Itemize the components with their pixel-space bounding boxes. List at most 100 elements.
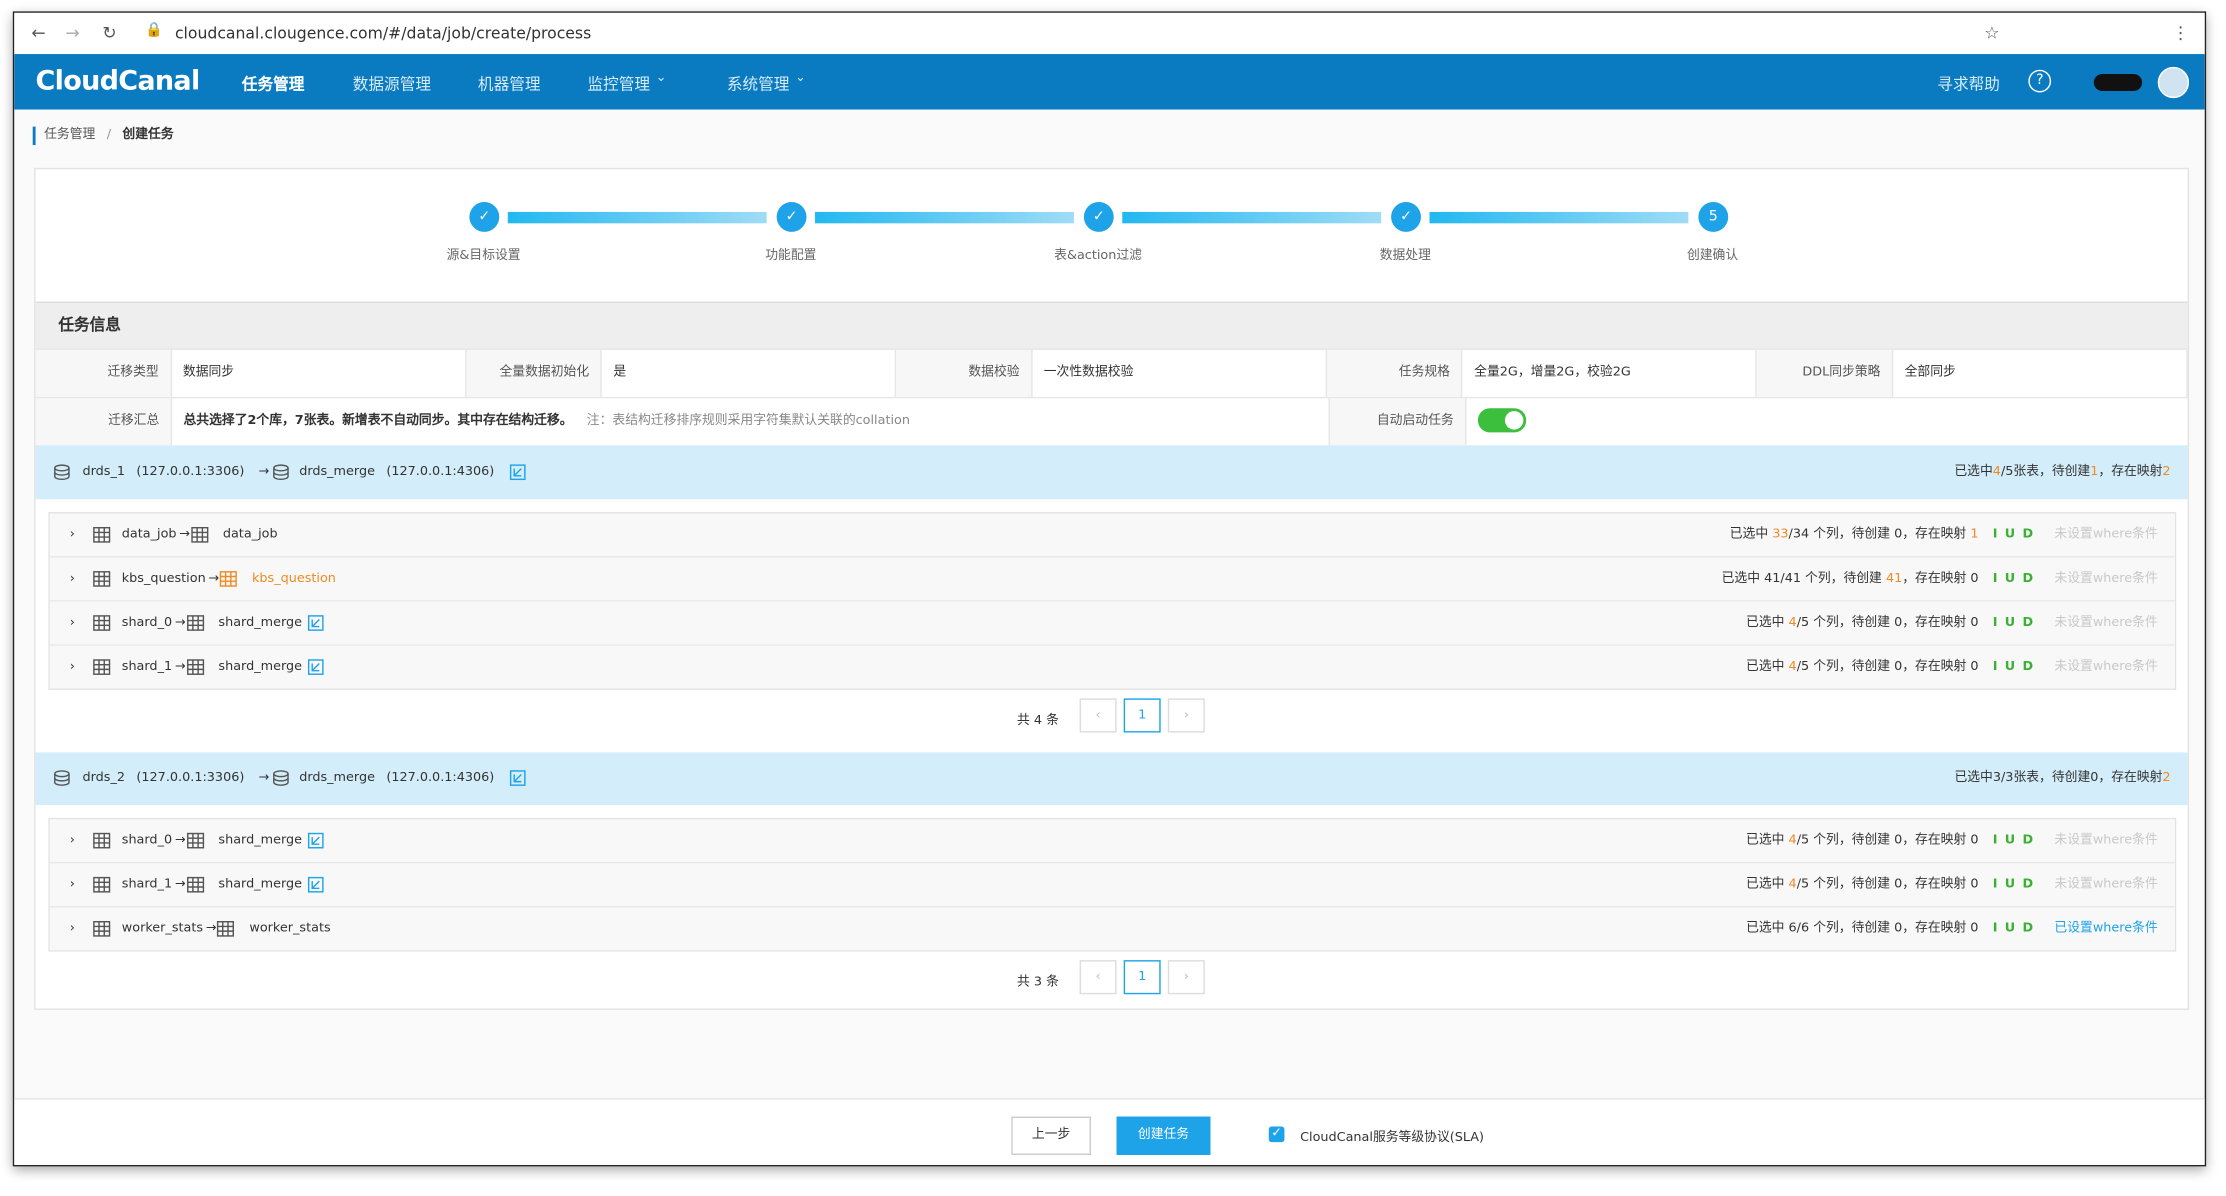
nav-item[interactable]: 机器管理 <box>477 75 541 94</box>
field-value: 是 <box>602 349 897 397</box>
table-icon <box>217 920 235 936</box>
source-table: data_job <box>121 527 177 542</box>
dropdown-caret[interactable]: ⌄ <box>655 71 667 86</box>
table-row[interactable]: › kbs_question → kbs_question 已选中 41/41 个列，待… <box>49 557 2175 602</box>
step-circle: ✓ <box>776 201 807 232</box>
footer: 上一步 创建任务 ✓ CloudCanal服务等级协议(SLA) <box>14 1098 2205 1165</box>
page-number[interactable]: 1 <box>1123 698 1161 733</box>
target-db: drds_merge <box>299 465 375 480</box>
dml-ops: I U D <box>1992 833 2035 848</box>
table-row[interactable]: › shard_1 → shard_merge 已选中 4/5 个列，待创建 0，存在映… <box>49 863 2175 908</box>
stat-part: ，存在映射 0 <box>1902 571 1979 587</box>
stat-part: /5 个列，待创建 0，存在映射 0 <box>1796 877 1979 892</box>
dml-ops: I U D <box>1992 659 2035 675</box>
stat-part: 已选中 <box>1746 659 1789 675</box>
edit-icon[interactable] <box>509 769 527 786</box>
table-stats: 已选中 41/41 个列，待创建 41，存在映射 0 I U D 未设置where条… <box>1722 558 2158 601</box>
help-icon[interactable]: ? <box>2028 69 2052 93</box>
table-icon <box>190 526 208 542</box>
address-bar[interactable]: cloudcanal.clougence.com/#/data/job/crea… <box>174 24 592 43</box>
edit-icon[interactable] <box>308 658 326 675</box>
back-button[interactable]: ← <box>31 22 46 43</box>
where-link[interactable]: 已设置where条件 <box>2054 921 2158 936</box>
where-link[interactable]: 未设置where条件 <box>2054 659 2158 675</box>
info-table: 迁移类型 数据同步 全量数据初始化是数据校验 一次性数据校验 任务规格 全量2G，增量2G… <box>35 348 2188 446</box>
next-page[interactable]: › <box>1167 698 1205 733</box>
source-addr: (127.0.0.1:3306) <box>136 465 245 480</box>
table-row[interactable]: › shard_0 → shard_merge 已选中 4/5 个列，待创建 0，存在映… <box>49 819 2175 864</box>
table-icon <box>219 570 238 587</box>
db-icon <box>54 769 70 786</box>
table-row[interactable]: › shard_0 → shard_merge 已选中 4/5 个列，待创建 0，存在映… <box>49 601 2175 646</box>
stat-part: 已选中 <box>1746 877 1789 892</box>
edit-icon[interactable] <box>308 831 326 848</box>
table-icon <box>92 658 110 675</box>
table-row[interactable]: › worker_stats → worker_stats 已选中 6/6 个列，待创建… <box>49 907 2175 951</box>
arrow: → <box>258 465 270 480</box>
where-link[interactable]: 未设置where条件 <box>2054 833 2158 848</box>
prev-page[interactable]: ‹ <box>1079 698 1117 733</box>
stat-part: 1 <box>1970 527 1979 542</box>
menu-icon[interactable]: ⋮ <box>2172 22 2190 43</box>
prev-button[interactable]: 上一步 <box>1011 1116 1091 1155</box>
dropdown-caret[interactable]: ⌄ <box>795 71 806 86</box>
nav-item[interactable]: 数据源管理 <box>352 75 431 94</box>
stat-part: 已选中 <box>1729 527 1773 542</box>
where-link[interactable]: 未设置where条件 <box>2054 527 2158 542</box>
forward-button[interactable]: → <box>65 22 80 43</box>
create-button[interactable]: 创建任务 <box>1116 1116 1211 1155</box>
stat-part: 已选中 <box>1746 833 1789 848</box>
dml-ops: I U D <box>1992 877 2035 892</box>
star-icon[interactable]: ☆ <box>1984 22 2000 43</box>
logo[interactable]: CloudCanal <box>35 65 201 97</box>
db-icon <box>54 463 70 480</box>
target-table: data_job <box>222 527 278 542</box>
step-circle: ✓ <box>1391 201 1421 232</box>
nav-item[interactable]: 系统管理 <box>726 75 790 94</box>
table-stats: 已选中 33/34 个列，待创建 0，存在映射 1 I U D 未设置where条件 <box>1730 513 2158 556</box>
sla-checkbox[interactable]: ✓ <box>1268 1126 1285 1143</box>
target-addr: (127.0.0.1:4306) <box>386 770 495 786</box>
prev-page[interactable]: ‹ <box>1079 960 1117 995</box>
sla-label[interactable]: CloudCanal服务等级协议(SLA) <box>1300 1130 1485 1146</box>
stat-part: 1 <box>2090 465 2099 480</box>
auto-start-toggle[interactable] <box>1477 408 1527 433</box>
table-row[interactable]: › data_job → data_job 已选中 33/34 个列，待创建 0，存在映… <box>49 513 2175 558</box>
nav-item[interactable]: 监控管理 <box>587 75 651 94</box>
stat-part: 2 <box>2162 770 2171 786</box>
edit-icon[interactable] <box>308 875 326 892</box>
step-label: 表&action过滤 <box>1054 248 1142 264</box>
field-value: 数据同步 <box>172 349 466 397</box>
step-line <box>815 211 1074 224</box>
table-icon <box>92 832 110 848</box>
reload-button[interactable]: ↻ <box>102 22 117 43</box>
target-table: kbs_question <box>251 571 336 587</box>
table-row[interactable]: › shard_1 → shard_merge 已选中 4/5 个列，待创建 0，存在映… <box>49 645 2175 689</box>
avatar[interactable] <box>2157 66 2190 99</box>
where-link[interactable]: 未设置where条件 <box>2054 571 2158 587</box>
browser-window: ← → ↻ 🔒 cloudcanal.clougence.com/#/data/… <box>12 11 2207 1167</box>
source-db: drds_2 <box>82 770 126 786</box>
crumb-item: 创建任务 <box>122 128 174 143</box>
db-group-header: drds_2 (127.0.0.1:3306) → drds_merge (127.0.… <box>35 752 2188 806</box>
user-name <box>2093 73 2143 92</box>
where-link[interactable]: 未设置where条件 <box>2054 877 2158 892</box>
edit-icon[interactable] <box>308 614 326 631</box>
pagination: 共 4 条 ‹ 1 › <box>36 690 2188 753</box>
help-link[interactable]: 寻求帮助 <box>1937 75 2000 94</box>
crumb-item[interactable]: 任务管理 <box>44 128 96 143</box>
nav-item[interactable]: 任务管理 <box>241 75 305 94</box>
target-table: shard_merge <box>218 833 302 848</box>
db-group-header: drds_1 (127.0.0.1:3306) → drds_merge (127.0.… <box>35 445 2188 500</box>
stat-part: 2 <box>2162 465 2171 480</box>
summary-note: 注：表结构迁移排序规则采用字符集默认关联的collation <box>586 413 910 429</box>
edit-icon[interactable] <box>509 463 527 480</box>
page-number[interactable]: 1 <box>1123 960 1161 995</box>
stat-part: 33 <box>1772 527 1789 542</box>
stat-part: 41 <box>1885 571 1903 587</box>
source-table: shard_1 <box>121 659 173 675</box>
next-page[interactable]: › <box>1167 960 1205 995</box>
total-count: 共 4 条 <box>1017 714 1059 729</box>
where-link[interactable]: 未设置where条件 <box>2054 615 2158 631</box>
